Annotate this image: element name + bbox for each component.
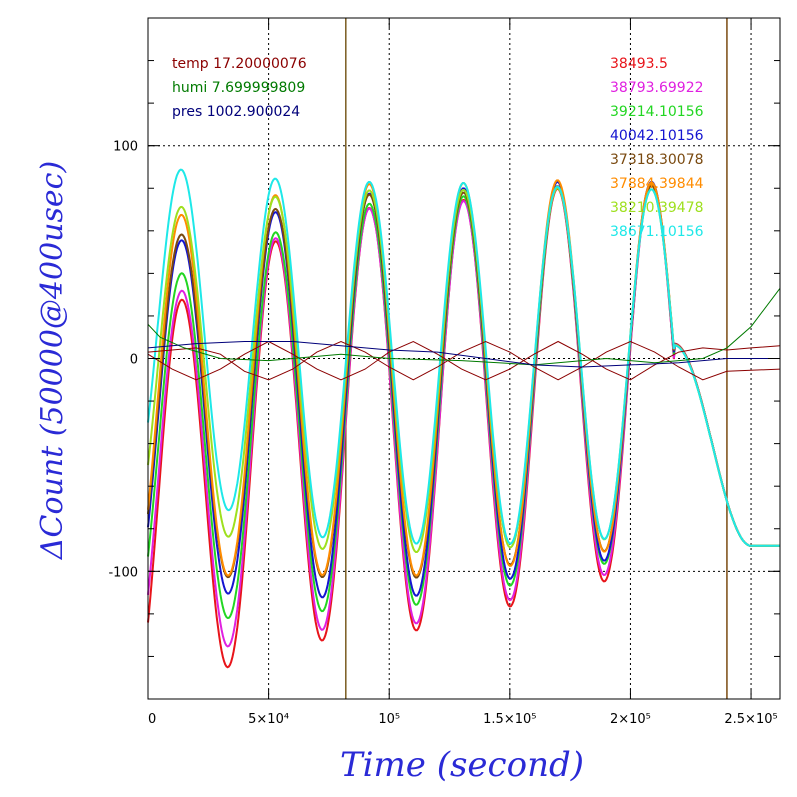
series-line-38671.10156 [147, 168, 780, 547]
channel-legend: 38493.5 38793.69922 39214.10156 40042.10156… [610, 56, 704, 240]
channel-legend-item: 38210.39478 [610, 200, 704, 216]
y-tick-label: -100 [108, 565, 138, 580]
channel-legend-item: 37884.39844 [610, 176, 704, 192]
env-legend: temp 17.20000076 humi 7.699999809 pres 100… [172, 56, 307, 120]
x-tick-label: 0 [148, 712, 156, 727]
y-tick-label: 0 [130, 353, 138, 368]
axis-ticks: 0 5×10⁴ 10⁵ 1.5×10⁵ 2×10⁵ 2.5×10⁵ 100 0 -100 [108, 18, 780, 727]
x-tick-label: 1.5×10⁵ [483, 712, 536, 727]
y-tick-label: 100 [113, 140, 138, 155]
channel-legend-item: 39214.10156 [610, 104, 704, 120]
env-line-temp-b [147, 340, 781, 381]
env-line-humi [147, 287, 781, 366]
env-line-pres [147, 341, 780, 368]
x-tick-label: 2×10⁵ [610, 712, 651, 727]
env-legend-item: pres 1002.900024 [172, 104, 300, 120]
x-tick-label: 5×10⁴ [248, 712, 289, 727]
env-legend-item: temp 17.20000076 [172, 56, 307, 72]
channel-legend-item: 38493.5 [610, 56, 668, 72]
env-line-temp [147, 340, 781, 381]
y-axis-title: ΔCount (50000@400usec) [35, 161, 70, 560]
channel-legend-item: 38793.69922 [610, 80, 704, 96]
x-tick-label: 10⁵ [378, 712, 400, 727]
x-axis-title: Time (second) [340, 745, 584, 785]
channel-legend-item: 37318.30078 [610, 152, 704, 168]
channel-legend-item: 40042.10156 [610, 128, 704, 144]
x-tick-label: 2.5×10⁵ [724, 712, 777, 727]
series-group [147, 168, 781, 669]
env-legend-item: humi 7.699999809 [172, 80, 305, 96]
channel-legend-item: 38671.10156 [610, 224, 704, 240]
